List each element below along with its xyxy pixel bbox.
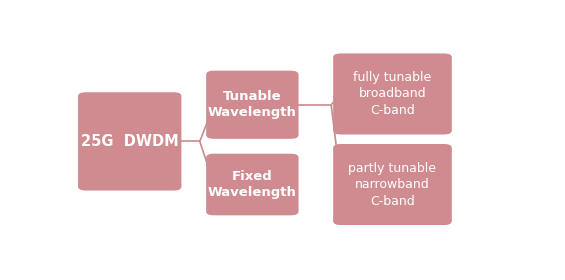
FancyBboxPatch shape	[206, 154, 298, 215]
FancyBboxPatch shape	[206, 71, 298, 139]
Text: partly tunable
narrowband
C-band: partly tunable narrowband C-band	[349, 162, 437, 207]
Text: 25G  DWDM: 25G DWDM	[81, 134, 179, 149]
Text: Fixed
Wavelength: Fixed Wavelength	[208, 170, 297, 199]
Text: Tunable
Wavelength: Tunable Wavelength	[208, 90, 297, 120]
FancyBboxPatch shape	[333, 53, 452, 134]
Text: fully tunable
broadband
C-band: fully tunable broadband C-band	[353, 71, 432, 117]
FancyBboxPatch shape	[78, 92, 181, 191]
FancyBboxPatch shape	[333, 144, 452, 225]
